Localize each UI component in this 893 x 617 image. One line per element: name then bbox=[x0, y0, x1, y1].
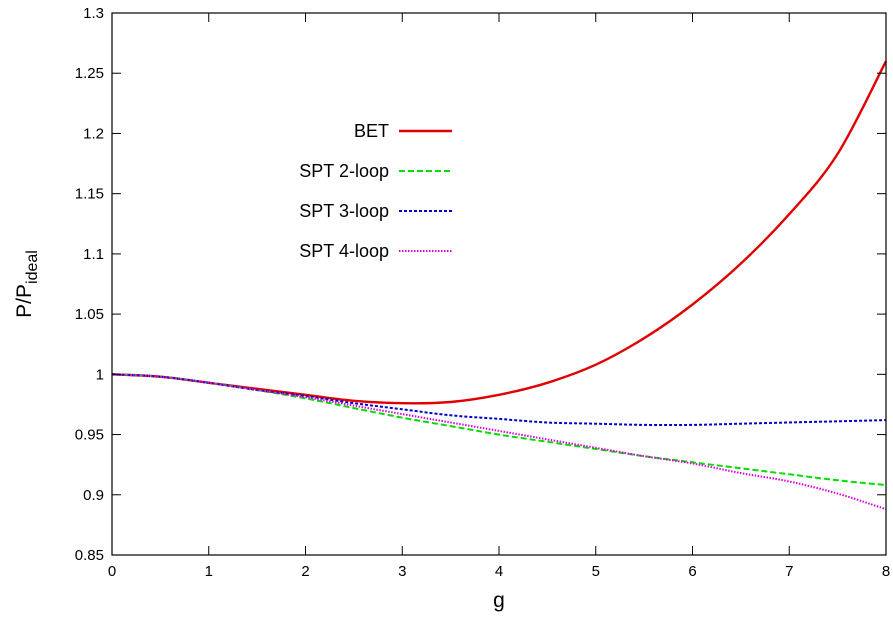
y-tick-label: 0.85 bbox=[75, 547, 104, 564]
plot-frame bbox=[111, 12, 887, 556]
y-tick-label: 1.3 bbox=[83, 5, 104, 22]
y-axis-label: P/Pideal bbox=[13, 250, 41, 318]
y-tick-label: 0.95 bbox=[75, 427, 104, 444]
y-axis-label-main: P/P bbox=[13, 284, 36, 318]
y-tick-label: 1.1 bbox=[83, 246, 104, 263]
x-tick-label: 2 bbox=[301, 563, 309, 580]
series-line-spt-2-loop bbox=[111, 373, 887, 487]
y-tick-label: 1 bbox=[96, 366, 104, 383]
y-tick-label: 1.2 bbox=[83, 125, 104, 142]
axis-ticks bbox=[111, 12, 887, 556]
x-tick-label: 3 bbox=[398, 563, 406, 580]
x-tick-label: 7 bbox=[785, 563, 793, 580]
x-tick-label: 6 bbox=[688, 563, 696, 580]
series-lines bbox=[111, 60, 888, 511]
legend-label-spt-4-loop: SPT 4-loop bbox=[299, 241, 389, 261]
legend-label-spt-2-loop: SPT 2-loop bbox=[299, 161, 389, 181]
legend-label-bet: BET bbox=[354, 121, 389, 141]
x-tick-label: 1 bbox=[205, 563, 213, 580]
tick-labels: 0 1 2 3 4 5 6 7 8 0.85 0.9 0.95 1 1.05 1.1 1.15 1.2 1.25 1… bbox=[75, 5, 890, 580]
y-tick-label: 1.25 bbox=[75, 65, 104, 82]
x-tick-label: 8 bbox=[882, 563, 890, 580]
legend: BET SPT 2-loop SPT 3-loop SPT 4-loop bbox=[299, 121, 452, 261]
legend-label-spt-3-loop: SPT 3-loop bbox=[299, 201, 389, 221]
x-tick-label: 4 bbox=[495, 563, 503, 580]
y-tick-label: 1.15 bbox=[75, 186, 104, 203]
x-tick-label: 5 bbox=[592, 563, 600, 580]
y-tick-label: 0.9 bbox=[83, 487, 104, 504]
x-tick-label: 0 bbox=[108, 563, 116, 580]
series-line-spt-4-loop bbox=[111, 373, 887, 511]
y-axis-label-subscript: ideal bbox=[24, 250, 41, 284]
series-line-spt-3-loop bbox=[111, 373, 887, 427]
series-line-bet bbox=[111, 60, 888, 405]
y-tick-label: 1.05 bbox=[75, 306, 104, 323]
x-axis-label: g bbox=[493, 589, 505, 612]
